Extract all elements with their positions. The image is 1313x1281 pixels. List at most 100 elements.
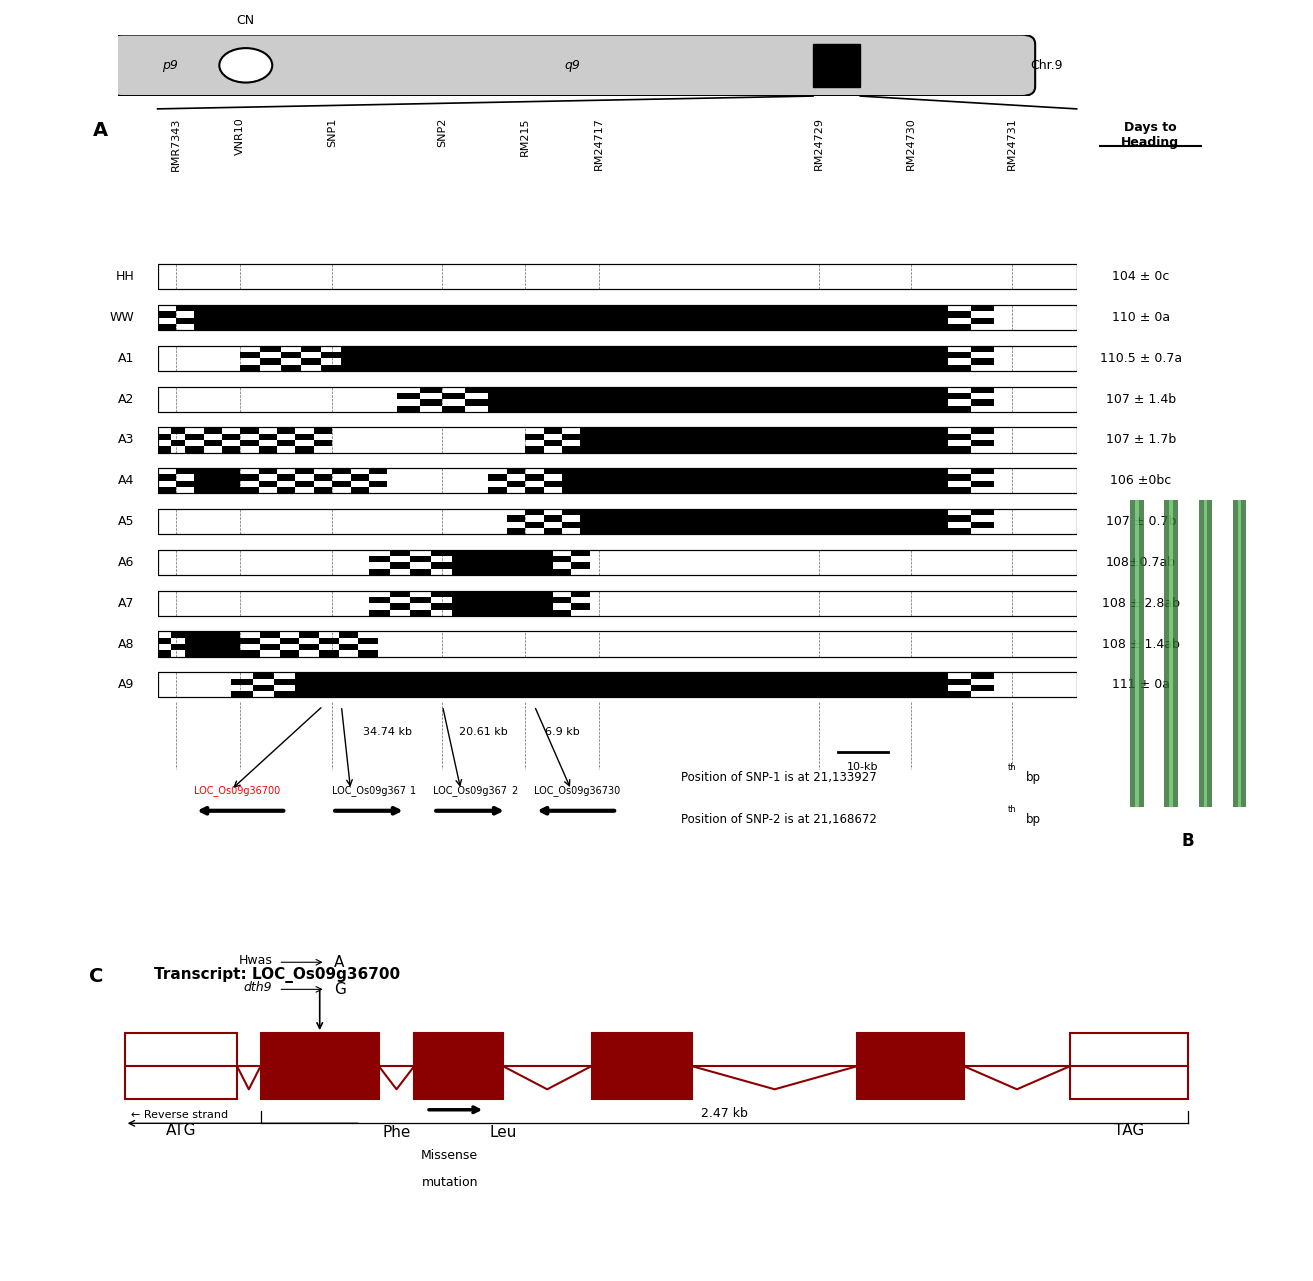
Bar <box>420 387 442 393</box>
Text: A5: A5 <box>118 515 135 528</box>
Bar <box>813 44 860 87</box>
Bar <box>277 428 295 434</box>
Bar <box>390 562 410 569</box>
Bar <box>322 352 341 359</box>
Bar <box>158 387 1077 411</box>
Text: A4: A4 <box>118 474 135 487</box>
Bar <box>351 474 369 480</box>
Bar <box>158 673 1077 697</box>
Bar <box>948 679 970 685</box>
Bar <box>507 515 525 521</box>
Text: 108 ± 2.8ab: 108 ± 2.8ab <box>1102 597 1180 610</box>
Bar <box>158 305 1077 330</box>
Bar <box>948 692 970 697</box>
Text: 2.47 kb: 2.47 kb <box>701 1107 748 1121</box>
Bar <box>260 346 281 352</box>
Bar <box>390 603 410 610</box>
Text: A8: A8 <box>118 638 135 651</box>
Bar <box>369 556 390 562</box>
Bar <box>358 651 378 657</box>
Bar <box>158 509 1077 534</box>
Bar <box>507 528 525 534</box>
Bar <box>260 1032 378 1099</box>
Text: 110 ± 0a: 110 ± 0a <box>1112 311 1170 324</box>
Bar <box>281 352 301 359</box>
Bar <box>970 509 994 515</box>
Bar <box>970 387 994 393</box>
Circle shape <box>219 49 272 82</box>
Bar <box>452 550 553 575</box>
Text: 108 ± 1.4ab: 108 ± 1.4ab <box>1102 638 1180 651</box>
Bar <box>259 434 277 439</box>
Text: B: B <box>1182 831 1195 849</box>
Bar <box>369 569 390 575</box>
Bar <box>525 474 544 480</box>
Bar <box>314 487 332 493</box>
Bar <box>158 428 1077 452</box>
Text: th: th <box>1008 762 1016 771</box>
Bar <box>948 406 970 411</box>
Text: 20.61 kb: 20.61 kb <box>460 726 508 737</box>
Bar <box>240 428 259 434</box>
Bar <box>351 487 369 493</box>
Bar <box>185 632 240 657</box>
Bar <box>259 468 277 474</box>
Text: A6: A6 <box>118 556 135 569</box>
Text: A3: A3 <box>118 433 135 447</box>
Bar <box>1204 500 1207 807</box>
Bar <box>571 562 590 569</box>
Text: th: th <box>1008 804 1016 813</box>
Bar <box>369 480 387 487</box>
Bar <box>948 474 970 480</box>
Text: 1: 1 <box>410 785 416 796</box>
Bar <box>240 365 260 371</box>
Bar <box>525 487 544 493</box>
Text: WW: WW <box>110 311 135 324</box>
Bar <box>544 528 562 534</box>
Bar <box>553 556 571 562</box>
Bar <box>948 434 970 439</box>
Text: RM24731: RM24731 <box>1007 118 1018 170</box>
Bar <box>970 685 994 692</box>
Bar <box>295 434 314 439</box>
Bar <box>970 346 994 352</box>
Bar <box>970 428 994 434</box>
Bar <box>488 387 948 411</box>
Bar <box>442 393 465 400</box>
Bar <box>277 487 295 493</box>
Bar <box>369 597 390 603</box>
Bar <box>125 1032 238 1099</box>
Bar <box>158 346 1077 371</box>
Bar <box>176 318 194 324</box>
Bar <box>322 365 341 371</box>
Bar <box>465 387 488 393</box>
Bar <box>571 550 590 556</box>
Bar <box>488 487 507 493</box>
Bar <box>171 439 185 446</box>
Bar <box>176 468 194 474</box>
Bar <box>280 638 299 644</box>
Bar <box>970 673 994 679</box>
Bar <box>1233 500 1246 807</box>
Bar <box>332 468 351 474</box>
Bar <box>948 324 970 330</box>
Bar <box>591 1032 692 1099</box>
Bar <box>948 528 970 534</box>
Text: Position of SNP-1 is at 21,133927: Position of SNP-1 is at 21,133927 <box>681 771 877 784</box>
Bar <box>553 610 571 616</box>
Bar <box>1238 500 1241 807</box>
Bar <box>158 509 1077 534</box>
Bar <box>1130 500 1144 807</box>
Bar <box>970 468 994 474</box>
Bar <box>158 638 171 644</box>
Text: Leu: Leu <box>490 1125 516 1140</box>
Bar <box>415 1032 503 1099</box>
Text: RM24729: RM24729 <box>814 118 825 170</box>
Bar <box>525 509 544 515</box>
Bar <box>158 632 1077 657</box>
Bar <box>465 400 488 406</box>
Text: dth9: dth9 <box>244 981 273 994</box>
Bar <box>397 393 420 400</box>
Bar <box>1199 500 1212 807</box>
Bar <box>158 673 1077 697</box>
